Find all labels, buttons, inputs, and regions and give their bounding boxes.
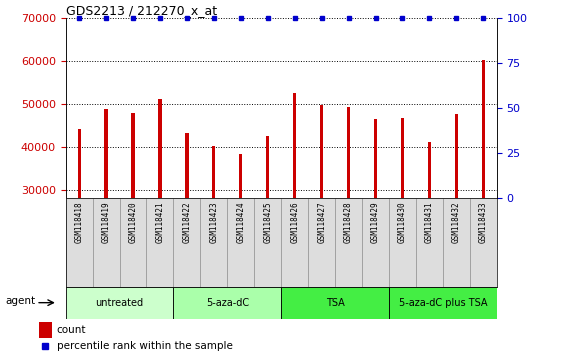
Text: GSM118432: GSM118432 xyxy=(452,201,461,242)
Bar xyxy=(335,198,362,287)
Bar xyxy=(66,287,174,319)
Bar xyxy=(239,154,243,319)
Text: GSM118425: GSM118425 xyxy=(263,201,272,242)
Text: GSM118426: GSM118426 xyxy=(290,201,299,242)
Text: 5-aza-dC plus TSA: 5-aza-dC plus TSA xyxy=(399,298,487,308)
Bar xyxy=(93,198,119,287)
Bar xyxy=(362,198,389,287)
Bar xyxy=(281,198,308,287)
Text: GSM118424: GSM118424 xyxy=(236,201,246,242)
Bar xyxy=(39,322,52,338)
Bar xyxy=(254,198,281,287)
Text: 5-aza-dC: 5-aza-dC xyxy=(206,298,249,308)
Text: GSM118419: GSM118419 xyxy=(102,201,111,242)
Bar xyxy=(78,130,81,319)
Bar xyxy=(131,113,135,319)
Text: GSM118427: GSM118427 xyxy=(317,201,326,242)
Bar xyxy=(374,119,377,319)
Text: agent: agent xyxy=(5,296,35,306)
Text: GDS2213 / 212270_x_at: GDS2213 / 212270_x_at xyxy=(66,4,217,17)
Bar xyxy=(119,198,147,287)
Text: GSM118431: GSM118431 xyxy=(425,201,434,242)
Bar xyxy=(281,287,389,319)
Text: TSA: TSA xyxy=(325,298,344,308)
Bar xyxy=(186,133,188,319)
Bar xyxy=(66,198,93,287)
Text: GSM118422: GSM118422 xyxy=(182,201,191,242)
Bar xyxy=(347,107,350,319)
Bar xyxy=(293,93,296,319)
Bar xyxy=(266,136,270,319)
Text: GSM118420: GSM118420 xyxy=(128,201,138,242)
Bar xyxy=(443,198,470,287)
Bar xyxy=(308,198,335,287)
Text: GSM118428: GSM118428 xyxy=(344,201,353,242)
Text: percentile rank within the sample: percentile rank within the sample xyxy=(57,341,233,351)
Bar xyxy=(174,287,281,319)
Bar xyxy=(455,114,458,319)
Bar xyxy=(174,198,200,287)
Bar xyxy=(200,198,227,287)
Bar xyxy=(104,109,108,319)
Bar xyxy=(482,60,485,319)
Bar xyxy=(389,287,497,319)
Text: GSM118418: GSM118418 xyxy=(75,201,83,242)
Text: GSM118423: GSM118423 xyxy=(210,201,218,242)
Bar xyxy=(212,146,215,319)
Bar xyxy=(428,142,431,319)
Text: GSM118430: GSM118430 xyxy=(398,201,407,242)
Bar xyxy=(389,198,416,287)
Bar xyxy=(158,98,162,319)
Text: GSM118433: GSM118433 xyxy=(479,201,488,242)
Text: untreated: untreated xyxy=(95,298,144,308)
Bar xyxy=(227,198,254,287)
Text: GSM118429: GSM118429 xyxy=(371,201,380,242)
Bar xyxy=(320,104,323,319)
Text: GSM118421: GSM118421 xyxy=(155,201,164,242)
Bar xyxy=(401,118,404,319)
Bar xyxy=(416,198,443,287)
Bar xyxy=(470,198,497,287)
Text: count: count xyxy=(57,325,86,335)
Bar xyxy=(147,198,174,287)
